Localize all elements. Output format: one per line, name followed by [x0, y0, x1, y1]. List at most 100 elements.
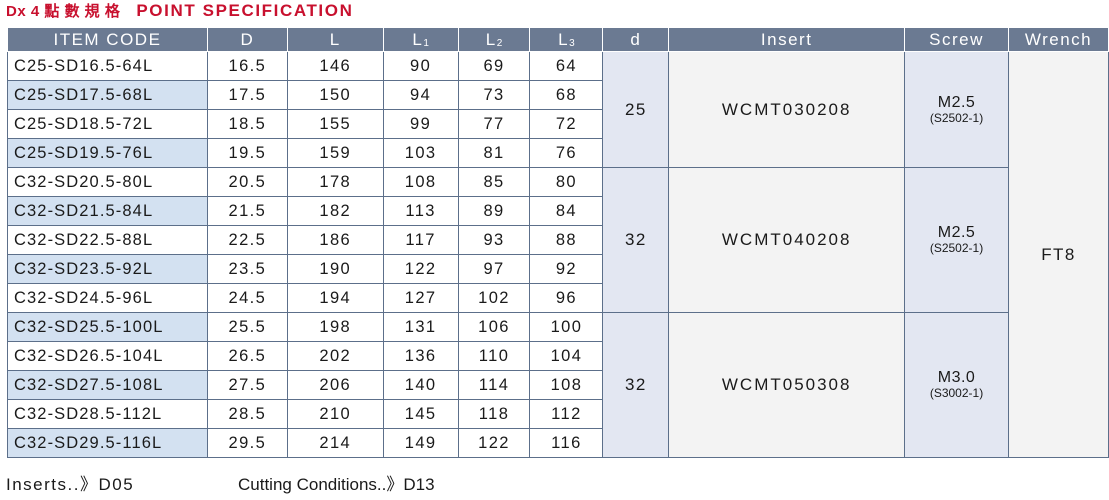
d-cell: 20.5 — [206, 167, 288, 197]
l3-cell: 96 — [529, 283, 604, 313]
l2-cell: 102 — [457, 283, 531, 313]
l3-cell: 112 — [529, 399, 604, 429]
d-cell: 25.5 — [206, 312, 288, 342]
l1-cell: 145 — [382, 399, 459, 429]
title-main: POINT SPECIFICATION — [136, 1, 354, 20]
group-shank-d-cell: 32 — [602, 167, 670, 313]
l2-cell: 122 — [457, 428, 531, 458]
l3-cell: 72 — [529, 109, 604, 139]
d-cell: 28.5 — [206, 399, 288, 429]
wrench-cell: FT8 — [1007, 51, 1109, 458]
header-l3: L3 — [529, 27, 604, 52]
l1-cell: 149 — [382, 428, 459, 458]
l1-cell: 117 — [382, 225, 459, 255]
header-shank-d: d — [602, 27, 670, 52]
item-code-cell: C32-SD21.5-84L — [7, 196, 208, 226]
inserts-reference-link[interactable]: Inserts..》D05 — [6, 475, 135, 494]
item-code-cell: C32-SD25.5-100L — [7, 312, 208, 342]
l2-cell: 77 — [457, 109, 531, 139]
l2-cell: 97 — [457, 254, 531, 284]
l1-cell: 90 — [382, 51, 459, 81]
l1-cell: 113 — [382, 196, 459, 226]
screw-code: (S2502-1) — [929, 110, 984, 125]
header-l2-sub: 2 — [496, 37, 503, 49]
item-code-cell: C25-SD19.5-76L — [7, 138, 208, 168]
group-screw-cell: M2.5 (S2502-1) — [904, 51, 1009, 168]
l-cell: 178 — [286, 167, 384, 197]
header-wrench: Wrench — [1007, 27, 1109, 52]
group-shank-d-cell: 32 — [602, 312, 670, 458]
screw-size: M3.0 — [937, 369, 976, 387]
title-prefix: Dx 4 點 數 規 格 — [6, 3, 121, 20]
l-cell: 159 — [286, 138, 384, 168]
l3-cell: 116 — [529, 428, 604, 458]
l1-cell: 136 — [382, 341, 459, 371]
table-row: C32-SD20.5-80L 20.5 178 108 85 80 32 WCM… — [7, 167, 1109, 313]
header-row: ITEM CODE D L L1 L2 L3 d Insert Screw Wr… — [7, 27, 1109, 52]
l3-cell: 88 — [529, 225, 604, 255]
item-code-cell: C32-SD26.5-104L — [7, 341, 208, 371]
table-row: C32-SD22.5-88L 22.5 186 117 93 88 — [7, 225, 1109, 255]
l2-cell: 85 — [457, 167, 531, 197]
header-l2: L2 — [457, 27, 531, 52]
l-cell: 186 — [286, 225, 384, 255]
d-cell: 18.5 — [206, 109, 288, 139]
header-l3-base: L — [558, 29, 570, 49]
l1-cell: 131 — [382, 312, 459, 342]
group-insert-cell: WCMT040208 — [668, 167, 906, 313]
group-screw-cell: M2.5 (S2502-1) — [904, 167, 1009, 313]
footer: Inserts..》D05 Cutting Conditions..》D13 — [0, 470, 1109, 498]
l-cell: 150 — [286, 80, 384, 110]
l-cell: 202 — [286, 341, 384, 371]
table-row: C32-SD24.5-96L 24.5 194 127 102 96 — [7, 283, 1109, 313]
l2-cell: 89 — [457, 196, 531, 226]
item-code-cell: C32-SD29.5-116L — [7, 428, 208, 458]
l3-cell: 108 — [529, 370, 604, 400]
l2-cell: 81 — [457, 138, 531, 168]
group-insert-cell: WCMT030208 — [668, 51, 906, 168]
header-l2-base: L — [485, 29, 497, 49]
table-row: C32-SD27.5-108L 27.5 206 140 114 108 — [7, 370, 1109, 400]
l1-cell: 94 — [382, 80, 459, 110]
group-shank-d-cell: 25 — [602, 51, 670, 168]
header-item-code: ITEM CODE — [7, 27, 208, 52]
l2-cell: 110 — [457, 341, 531, 371]
header-l3-sub: 3 — [569, 37, 575, 49]
header-insert: Insert — [668, 27, 906, 52]
point-spec-table: ITEM CODE D L L1 L2 L3 d Insert Screw Wr… — [7, 27, 1109, 458]
group-screw-cell: M3.0 (S3002-1) — [904, 312, 1009, 458]
screw-size: M2.5 — [937, 224, 976, 242]
l1-cell: 108 — [382, 167, 459, 197]
header-l1-sub: 1 — [423, 37, 429, 49]
l1-cell: 99 — [382, 109, 459, 139]
l3-cell: 76 — [529, 138, 604, 168]
table-row: C25-SD19.5-76L 19.5 159 103 81 76 — [7, 138, 1109, 168]
d-cell: 22.5 — [206, 225, 288, 255]
item-code-cell: C25-SD16.5-64L — [7, 51, 208, 81]
cutting-conditions-reference-link[interactable]: Cutting Conditions..》D13 — [238, 475, 435, 494]
l-cell: 190 — [286, 254, 384, 284]
l1-cell: 103 — [382, 138, 459, 168]
header-screw: Screw — [904, 27, 1009, 52]
l-cell: 155 — [286, 109, 384, 139]
item-code-cell: C32-SD23.5-92L — [7, 254, 208, 284]
d-cell: 23.5 — [206, 254, 288, 284]
l2-cell: 73 — [457, 80, 531, 110]
d-cell: 29.5 — [206, 428, 288, 458]
screw-size: M2.5 — [937, 93, 976, 111]
l2-cell: 118 — [457, 399, 531, 429]
l2-cell: 69 — [457, 51, 531, 81]
header-l: L — [286, 27, 384, 52]
l2-cell: 106 — [457, 312, 531, 342]
item-code-cell: C32-SD20.5-80L — [7, 167, 208, 197]
group-insert-cell: WCMT050308 — [668, 312, 906, 458]
d-cell: 19.5 — [206, 138, 288, 168]
l3-cell: 84 — [529, 196, 604, 226]
l2-cell: 93 — [457, 225, 531, 255]
table-row: C25-SD18.5-72L 18.5 155 99 77 72 — [7, 109, 1109, 139]
l-cell: 198 — [286, 312, 384, 342]
l-cell: 194 — [286, 283, 384, 313]
d-cell: 16.5 — [206, 51, 288, 81]
screw-code: (S3002-1) — [929, 386, 984, 401]
l1-cell: 140 — [382, 370, 459, 400]
